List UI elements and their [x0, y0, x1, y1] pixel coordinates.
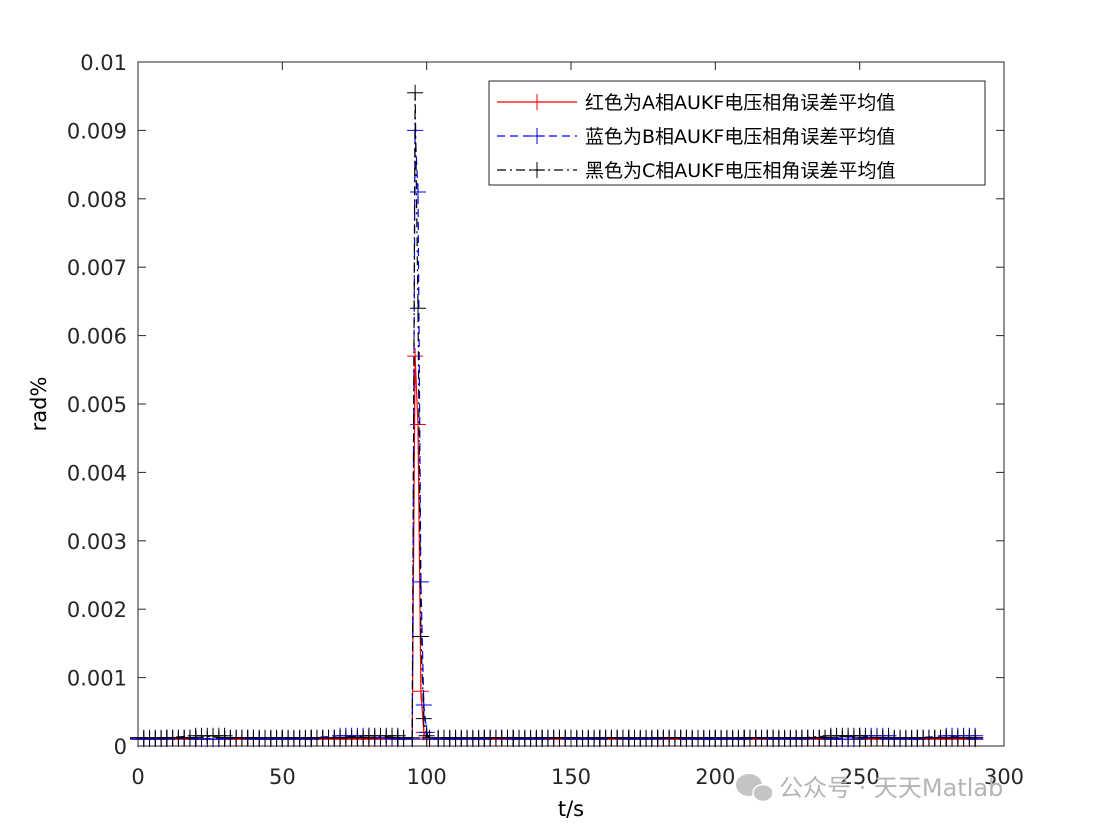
data-point-marker	[407, 348, 424, 365]
y-tick-label: 0.002	[67, 598, 127, 622]
data-point-marker	[410, 300, 427, 317]
series-layer	[130, 84, 984, 748]
legend-box	[488, 80, 986, 186]
legend-entry-label: 红色为A相AUKF电压相角误差平均值	[585, 92, 895, 114]
data-point-marker	[410, 183, 427, 200]
y-axis-label: rad%	[27, 377, 51, 432]
data-point-marker	[415, 710, 432, 727]
wechat-icon	[736, 774, 774, 803]
ticks-layer: 0 50 100 150 200 250 300 0 0.001 0.002 0.003 0.004 0…	[67, 51, 1024, 789]
data-point-marker	[412, 683, 429, 700]
x-tick-label: 200	[695, 765, 735, 789]
legend-entry-label: 黑色为C相AUKF电压相角误差平均值	[585, 160, 896, 182]
y-tick-label: 0.009	[67, 119, 127, 143]
y-tick-label: 0.001	[67, 667, 127, 691]
x-tick-label: 150	[551, 765, 591, 789]
legend-entry-label: 蓝色为B相AUKF电压相角误差平均值	[585, 126, 895, 148]
legend-marker-sample	[529, 128, 545, 144]
y-tick-label: 0.004	[67, 461, 127, 485]
x-tick-label: 50	[269, 765, 296, 789]
y-tick-label: 0.005	[67, 393, 127, 417]
y-tick-label: 0.008	[67, 188, 127, 212]
baseline-marker	[967, 729, 984, 746]
legend-marker-sample	[529, 94, 545, 110]
data-point-marker	[410, 416, 427, 433]
legend-marker-sample	[529, 162, 545, 178]
data-point-marker	[412, 628, 429, 645]
baseline-marker	[395, 729, 412, 746]
watermark-text: 公众号 · 天天Matlab	[779, 774, 1003, 802]
data-point-marker	[407, 84, 424, 101]
x-tick-label: 100	[407, 765, 447, 789]
data-point-marker	[415, 696, 432, 713]
y-tick-label: 0.003	[67, 530, 127, 554]
y-tick-label: 0.007	[67, 256, 127, 280]
x-tick-label: 300	[984, 765, 1024, 789]
series-c	[130, 84, 984, 746]
legend: 红色为A相AUKF电压相角误差平均值蓝色为B相AUKF电压相角误差平均值黑色为C…	[488, 80, 986, 186]
y-tick-label: 0.01	[80, 51, 127, 75]
x-axis-label: t/s	[558, 797, 584, 821]
y-tick-label: 0.006	[67, 325, 127, 349]
watermark: 公众号 · 天天Matlab	[736, 774, 1003, 803]
x-tick-label: 0	[131, 765, 144, 789]
y-tick-label: 0	[114, 735, 127, 759]
x-tick-label: 250	[840, 765, 880, 789]
